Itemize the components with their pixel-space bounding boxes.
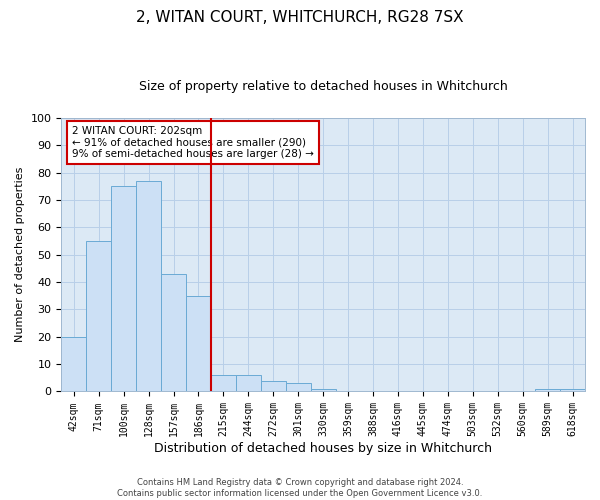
- Bar: [111, 186, 136, 392]
- Title: Size of property relative to detached houses in Whitchurch: Size of property relative to detached ho…: [139, 80, 508, 93]
- Bar: [86, 241, 111, 392]
- Bar: [236, 375, 261, 392]
- Bar: [136, 180, 161, 392]
- Bar: [186, 296, 211, 392]
- Text: 2 WITAN COURT: 202sqm
← 91% of detached houses are smaller (290)
9% of semi-deta: 2 WITAN COURT: 202sqm ← 91% of detached …: [72, 126, 314, 159]
- Bar: [211, 375, 236, 392]
- Bar: [61, 336, 86, 392]
- Bar: [261, 380, 286, 392]
- Bar: [535, 388, 560, 392]
- Bar: [286, 384, 311, 392]
- Text: 2, WITAN COURT, WHITCHURCH, RG28 7SX: 2, WITAN COURT, WHITCHURCH, RG28 7SX: [136, 10, 464, 25]
- Bar: [161, 274, 186, 392]
- Text: Contains HM Land Registry data © Crown copyright and database right 2024.
Contai: Contains HM Land Registry data © Crown c…: [118, 478, 482, 498]
- X-axis label: Distribution of detached houses by size in Whitchurch: Distribution of detached houses by size …: [154, 442, 492, 455]
- Y-axis label: Number of detached properties: Number of detached properties: [15, 167, 25, 342]
- Bar: [560, 388, 585, 392]
- Bar: [311, 388, 335, 392]
